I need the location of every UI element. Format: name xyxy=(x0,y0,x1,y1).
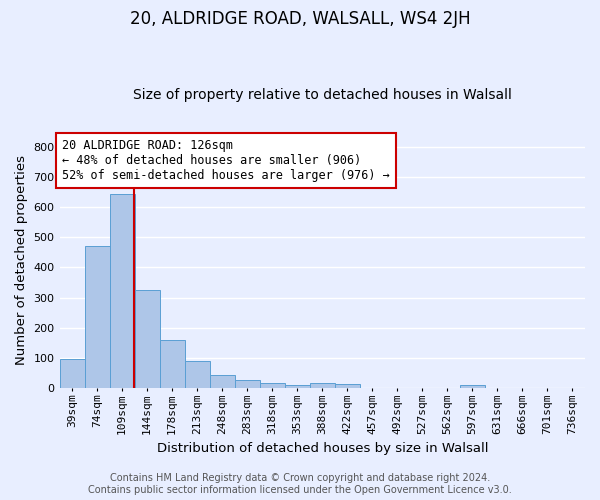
Bar xyxy=(460,384,485,388)
Bar xyxy=(310,383,335,388)
Bar xyxy=(110,194,134,388)
Bar xyxy=(260,384,285,388)
Text: 20, ALDRIDGE ROAD, WALSALL, WS4 2JH: 20, ALDRIDGE ROAD, WALSALL, WS4 2JH xyxy=(130,10,470,28)
Text: Contains HM Land Registry data © Crown copyright and database right 2024.
Contai: Contains HM Land Registry data © Crown c… xyxy=(88,474,512,495)
Bar xyxy=(235,380,260,388)
Y-axis label: Number of detached properties: Number of detached properties xyxy=(15,155,28,365)
Bar xyxy=(335,384,360,388)
Bar xyxy=(160,340,185,388)
Bar xyxy=(209,374,235,388)
Text: 20 ALDRIDGE ROAD: 126sqm
← 48% of detached houses are smaller (906)
52% of semi-: 20 ALDRIDGE ROAD: 126sqm ← 48% of detach… xyxy=(62,138,390,182)
Bar xyxy=(85,246,110,388)
Bar xyxy=(285,384,310,388)
Bar xyxy=(134,290,160,388)
Bar xyxy=(185,361,209,388)
Bar xyxy=(59,359,85,388)
X-axis label: Distribution of detached houses by size in Walsall: Distribution of detached houses by size … xyxy=(157,442,488,455)
Title: Size of property relative to detached houses in Walsall: Size of property relative to detached ho… xyxy=(133,88,512,102)
